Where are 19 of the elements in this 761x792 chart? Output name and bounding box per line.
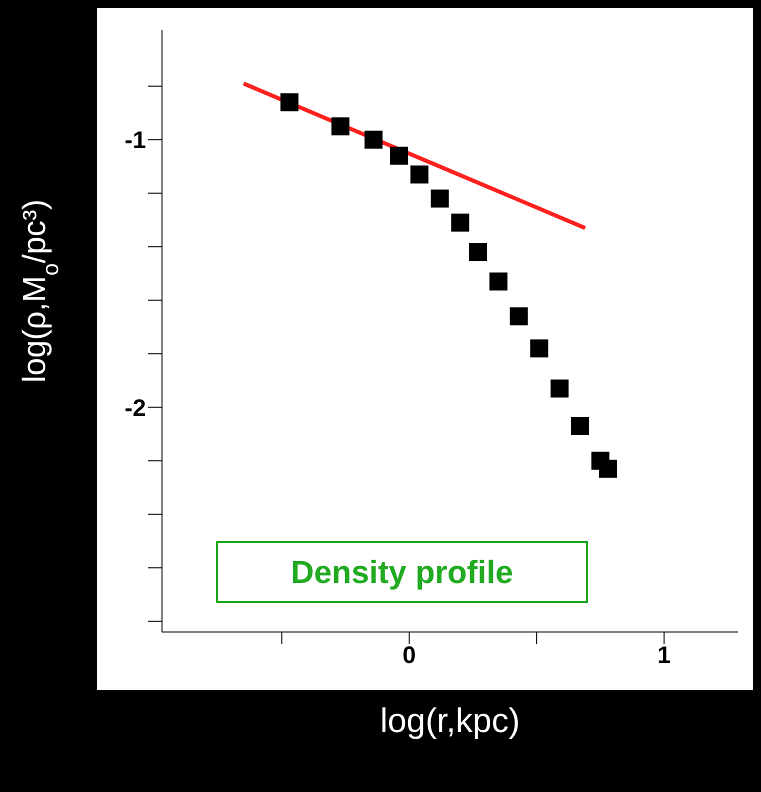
point [364, 130, 383, 149]
annotation: Density profile [216, 541, 588, 603]
y-tick-label: -2 [124, 394, 146, 422]
point [390, 146, 408, 165]
point [570, 416, 589, 435]
point [280, 93, 298, 112]
x-axis-title: log(r,kpc) [380, 702, 520, 740]
point [550, 380, 569, 398]
point [331, 117, 350, 136]
point [530, 339, 548, 358]
point [489, 272, 508, 290]
x-tick-label: 1 [657, 642, 671, 670]
point [430, 190, 449, 208]
point [451, 214, 470, 232]
point [410, 165, 428, 184]
x-tick-label: 0 [402, 642, 416, 670]
point [510, 307, 528, 326]
y-tick-label: -1 [124, 127, 146, 154]
point [469, 243, 488, 262]
